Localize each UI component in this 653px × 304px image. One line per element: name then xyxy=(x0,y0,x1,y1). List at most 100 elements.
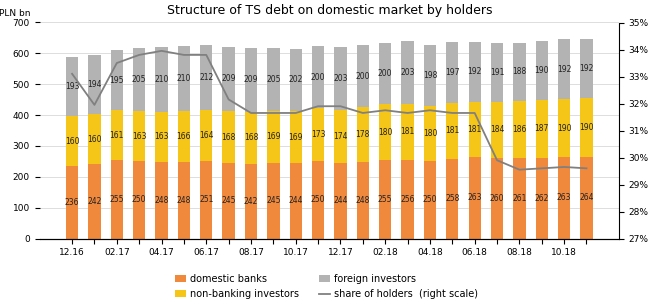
Bar xyxy=(334,47,347,109)
Text: 169: 169 xyxy=(266,132,281,141)
Text: 260: 260 xyxy=(490,194,504,203)
Bar xyxy=(110,160,123,239)
Text: 190: 190 xyxy=(579,123,594,132)
Bar xyxy=(245,164,257,239)
Text: 209: 209 xyxy=(244,75,258,84)
Text: 244: 244 xyxy=(333,196,347,206)
Text: 248: 248 xyxy=(356,196,370,205)
Bar xyxy=(581,98,593,157)
Bar xyxy=(468,102,481,157)
Text: 263: 263 xyxy=(468,193,482,202)
Bar xyxy=(312,46,325,108)
Bar xyxy=(357,162,369,239)
Text: 194: 194 xyxy=(88,80,102,89)
Bar xyxy=(402,104,414,160)
Bar xyxy=(267,163,279,239)
Text: 250: 250 xyxy=(132,195,146,205)
Text: 258: 258 xyxy=(445,194,460,203)
Bar xyxy=(491,102,503,158)
Text: 163: 163 xyxy=(132,132,146,141)
Bar xyxy=(581,157,593,239)
Bar xyxy=(66,166,78,239)
Bar xyxy=(312,161,325,239)
Bar xyxy=(267,47,279,111)
Text: 264: 264 xyxy=(579,193,594,202)
Text: 168: 168 xyxy=(221,133,236,141)
Text: 210: 210 xyxy=(177,74,191,83)
Text: 197: 197 xyxy=(445,68,460,77)
Text: 245: 245 xyxy=(266,196,281,205)
Text: 200: 200 xyxy=(356,72,370,81)
Text: 169: 169 xyxy=(289,133,303,142)
Text: 192: 192 xyxy=(468,67,482,76)
Text: 203: 203 xyxy=(333,74,347,83)
Bar xyxy=(424,45,436,106)
Text: 203: 203 xyxy=(400,68,415,77)
Text: 166: 166 xyxy=(177,132,191,141)
Bar xyxy=(178,46,190,111)
Bar xyxy=(245,47,257,112)
Text: 200: 200 xyxy=(311,73,325,82)
Bar xyxy=(289,49,302,111)
Text: 236: 236 xyxy=(65,198,79,207)
Bar xyxy=(155,47,168,112)
Bar xyxy=(88,164,101,239)
Bar xyxy=(223,47,235,111)
Bar xyxy=(289,111,302,163)
Text: 178: 178 xyxy=(356,130,370,139)
Text: 250: 250 xyxy=(311,195,325,205)
Bar xyxy=(446,103,458,159)
Bar xyxy=(178,162,190,239)
Bar xyxy=(513,43,526,101)
Bar xyxy=(402,160,414,239)
Bar xyxy=(334,109,347,163)
Text: 200: 200 xyxy=(378,69,392,78)
Text: 180: 180 xyxy=(378,128,392,136)
Bar xyxy=(289,163,302,239)
Text: 160: 160 xyxy=(88,135,102,144)
Bar xyxy=(379,43,391,104)
Bar xyxy=(558,157,570,239)
Text: 187: 187 xyxy=(535,124,549,133)
Text: 164: 164 xyxy=(199,131,214,140)
Bar xyxy=(491,158,503,239)
Bar xyxy=(558,99,570,157)
Bar xyxy=(468,42,481,102)
Bar xyxy=(133,161,146,239)
Bar xyxy=(446,159,458,239)
Text: 186: 186 xyxy=(512,125,526,134)
Bar xyxy=(513,101,526,158)
Text: 188: 188 xyxy=(512,67,526,76)
Bar xyxy=(446,42,458,103)
Bar xyxy=(312,108,325,161)
Text: 244: 244 xyxy=(289,196,303,206)
Text: 180: 180 xyxy=(422,129,437,138)
Text: 212: 212 xyxy=(199,73,214,82)
Text: 163: 163 xyxy=(154,132,168,141)
Title: Structure of TS debt on domestic market by holders: Structure of TS debt on domestic market … xyxy=(167,4,492,17)
Text: 184: 184 xyxy=(490,126,504,134)
Text: 195: 195 xyxy=(110,76,124,85)
Bar xyxy=(491,43,503,102)
Bar xyxy=(155,162,168,239)
Text: 210: 210 xyxy=(154,75,168,84)
Bar xyxy=(513,158,526,239)
Bar xyxy=(402,41,414,104)
Text: 261: 261 xyxy=(512,194,526,203)
Bar xyxy=(535,100,548,158)
Text: 202: 202 xyxy=(289,75,303,85)
Bar xyxy=(581,39,593,98)
Bar xyxy=(424,106,436,161)
Bar xyxy=(200,110,212,161)
Bar xyxy=(334,163,347,239)
Text: 262: 262 xyxy=(535,194,549,203)
Text: 250: 250 xyxy=(422,195,438,205)
Bar xyxy=(424,161,436,239)
Text: PLN bn: PLN bn xyxy=(0,9,31,18)
Bar xyxy=(110,50,123,110)
Text: 256: 256 xyxy=(400,195,415,204)
Bar xyxy=(357,45,369,107)
Text: 160: 160 xyxy=(65,136,79,146)
Text: 242: 242 xyxy=(88,197,102,206)
Bar xyxy=(88,115,101,164)
